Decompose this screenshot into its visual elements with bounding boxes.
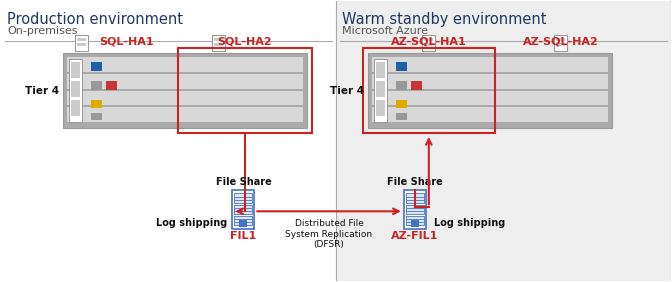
Bar: [71, 81, 80, 97]
Bar: [214, 43, 222, 46]
Bar: [411, 220, 419, 227]
Bar: [424, 43, 433, 46]
Bar: [372, 74, 608, 89]
Text: Production environment: Production environment: [7, 12, 183, 27]
Bar: [396, 62, 407, 71]
Bar: [374, 59, 387, 122]
Bar: [77, 43, 85, 46]
Text: On-premises: On-premises: [7, 26, 78, 36]
Text: SQL-HA1: SQL-HA1: [99, 37, 154, 47]
Bar: [235, 193, 253, 203]
Text: Microsoft Azure: Microsoft Azure: [342, 26, 428, 36]
Bar: [411, 81, 421, 91]
Bar: [556, 43, 565, 46]
Bar: [235, 205, 253, 214]
Bar: [1, 1, 336, 281]
Text: File Share: File Share: [387, 177, 443, 187]
Text: SQL-HA2: SQL-HA2: [218, 37, 272, 47]
Bar: [556, 38, 565, 41]
Bar: [239, 220, 247, 227]
Bar: [424, 38, 433, 41]
Bar: [396, 81, 407, 91]
Bar: [69, 59, 82, 122]
Bar: [91, 113, 102, 120]
Bar: [75, 35, 87, 51]
Bar: [233, 190, 254, 229]
Bar: [214, 38, 222, 41]
Bar: [71, 100, 80, 116]
Bar: [372, 91, 608, 105]
Bar: [63, 53, 307, 128]
Text: AZ-SQL-HA2: AZ-SQL-HA2: [523, 37, 599, 47]
Bar: [235, 216, 253, 225]
Bar: [404, 190, 425, 229]
Bar: [91, 81, 102, 91]
Text: AZ-FIL1: AZ-FIL1: [391, 231, 438, 241]
Bar: [406, 216, 423, 225]
Bar: [212, 35, 224, 51]
Text: Tier 4: Tier 4: [25, 85, 59, 96]
Bar: [178, 48, 312, 133]
Bar: [77, 38, 85, 41]
Bar: [396, 113, 407, 120]
Bar: [372, 57, 608, 72]
Bar: [406, 205, 423, 214]
Text: AZ-SQL-HA1: AZ-SQL-HA1: [391, 37, 466, 47]
Bar: [422, 35, 435, 51]
Bar: [376, 62, 385, 78]
Text: Tier 4: Tier 4: [330, 85, 364, 96]
Text: FIL1: FIL1: [230, 231, 257, 241]
Bar: [368, 53, 612, 128]
Bar: [372, 107, 608, 122]
Bar: [71, 62, 80, 78]
Bar: [106, 81, 117, 91]
Text: File Share: File Share: [216, 177, 271, 187]
Bar: [67, 107, 303, 122]
Bar: [396, 100, 407, 109]
Bar: [67, 91, 303, 105]
Bar: [554, 35, 567, 51]
Text: Warm standby environment: Warm standby environment: [342, 12, 546, 27]
Bar: [406, 193, 423, 203]
Bar: [91, 100, 102, 109]
Bar: [376, 100, 385, 116]
Bar: [67, 74, 303, 89]
Bar: [336, 1, 671, 281]
Bar: [376, 81, 385, 97]
Text: Log shipping: Log shipping: [156, 218, 227, 228]
Bar: [67, 57, 303, 72]
Text: Log shipping: Log shipping: [434, 218, 505, 228]
Bar: [363, 48, 495, 133]
Bar: [91, 62, 102, 71]
Text: Distributed File
System Replication
(DFSR): Distributed File System Replication (DFS…: [286, 219, 372, 249]
